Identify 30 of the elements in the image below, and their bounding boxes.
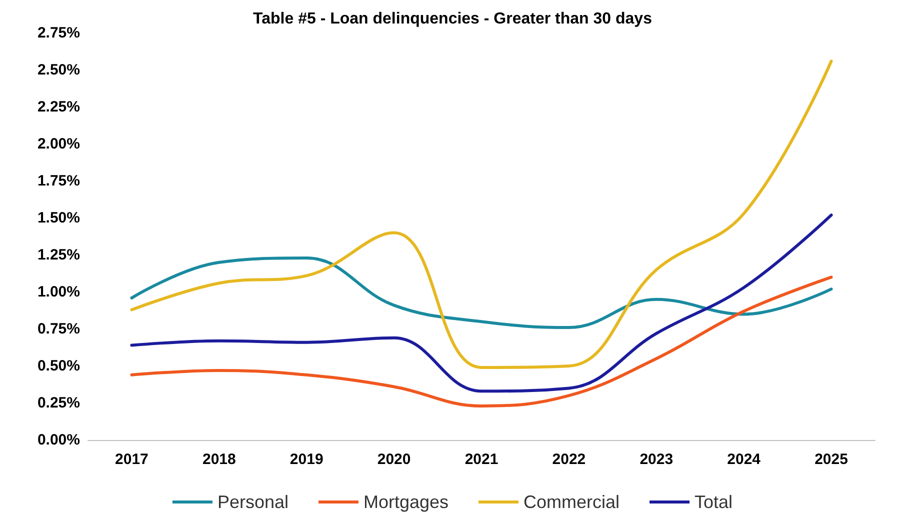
y-tick-label: 2.00% (37, 136, 80, 152)
legend-label: Personal (217, 492, 288, 512)
x-tick-label: 2018 (202, 451, 236, 468)
y-tick-label: 2.75% (37, 24, 80, 42)
y-tick-label: 1.25% (37, 246, 80, 264)
legend-label: Commercial (524, 492, 620, 512)
line-series (130, 214, 833, 393)
y-tick-label: 0.50% (37, 358, 80, 374)
x-tick-label: 2022 (552, 451, 586, 468)
line-series (130, 60, 833, 369)
chart-title: Table #5 - Loan delinquencies - Greater than 30 days (253, 10, 652, 28)
y-tick-label: 0.75% (37, 320, 80, 338)
line-series (130, 256, 833, 330)
x-tick-label: 2024 (727, 451, 762, 468)
x-tick-label: 2021 (464, 451, 498, 468)
legend-label: Mortgages (363, 492, 449, 512)
line-series (130, 276, 833, 408)
y-tick-label: 1.75% (37, 172, 80, 190)
y-tick-label: 0.00% (37, 432, 80, 448)
x-tick-label: 2025 (814, 451, 848, 468)
y-tick-label: 2.50% (37, 62, 80, 78)
x-tick-label: 2019 (290, 451, 324, 468)
x-tick-label: 2023 (640, 451, 674, 468)
y-tick-label: 0.25% (37, 394, 80, 412)
x-tick-label: 2017 (115, 451, 148, 468)
legend-label: Total (694, 492, 733, 512)
y-tick-label: 2.25% (37, 98, 80, 116)
y-tick-label: 1.50% (37, 210, 80, 226)
x-tick-label: 2020 (377, 451, 411, 468)
y-tick-label: 1.00% (37, 284, 80, 300)
